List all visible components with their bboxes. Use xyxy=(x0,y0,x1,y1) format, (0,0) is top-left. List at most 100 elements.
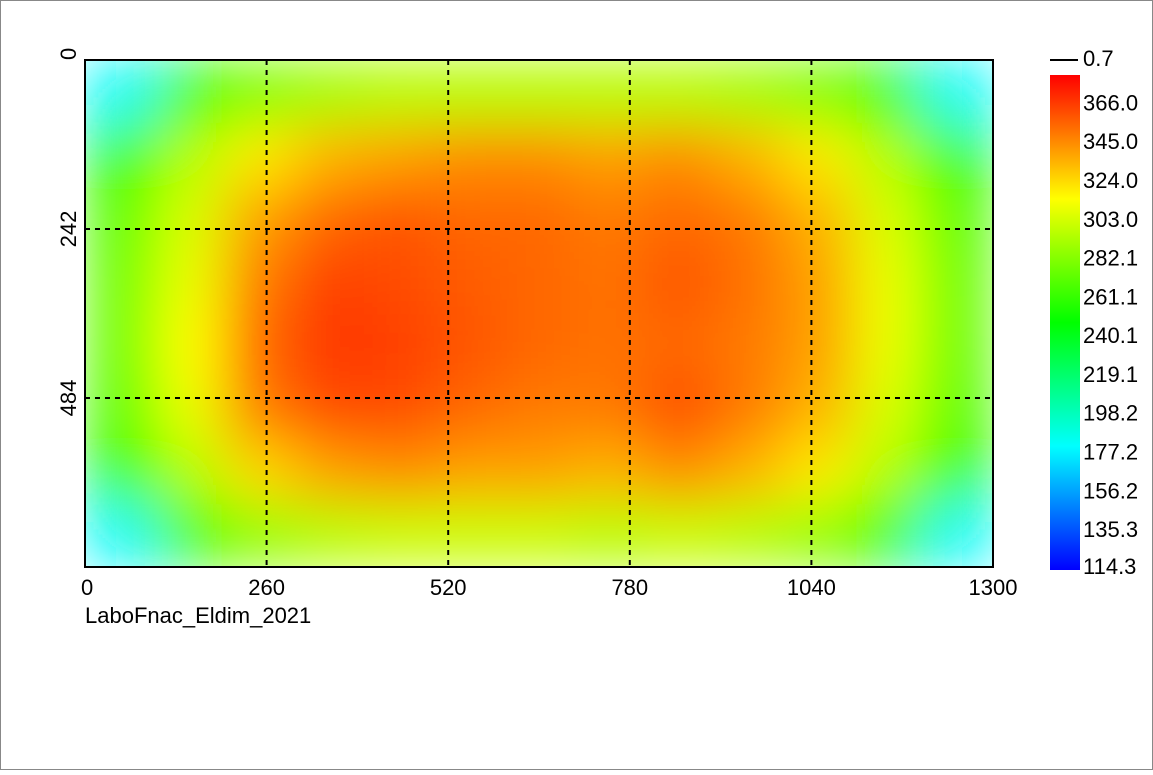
heat-cell xyxy=(643,123,715,188)
heat-cell xyxy=(85,376,156,441)
heat-cell xyxy=(573,250,645,314)
heat-cell xyxy=(294,60,365,124)
colorbar-label: 282.1 xyxy=(1083,246,1138,271)
heat-cell xyxy=(504,376,575,441)
heat-cell xyxy=(853,123,924,188)
heat-cell xyxy=(643,60,715,124)
heat-cell xyxy=(224,186,296,251)
heat-cell xyxy=(853,440,924,505)
heat-cell xyxy=(783,123,854,188)
colorbar-label: 240.1 xyxy=(1083,323,1138,348)
caption: LaboFnac_Eldim_2021 xyxy=(85,603,311,628)
heat-cell xyxy=(434,440,505,505)
heat-cell xyxy=(643,186,715,251)
heat-cell xyxy=(573,440,645,505)
colorbar-label: 198.2 xyxy=(1083,401,1138,426)
heat-cell xyxy=(85,186,156,251)
heat-cell xyxy=(783,60,854,124)
heat-cell xyxy=(364,313,435,378)
heat-cell xyxy=(783,376,854,441)
heat-cell xyxy=(364,440,435,505)
heat-cell xyxy=(783,503,854,567)
heat-cell xyxy=(713,440,784,505)
heat-cell xyxy=(853,250,924,314)
heat-cell xyxy=(504,123,575,188)
heat-cell xyxy=(713,376,784,441)
heat-cell xyxy=(923,250,993,314)
heat-cell xyxy=(154,250,226,314)
heat-cell xyxy=(294,123,365,188)
heat-cell xyxy=(294,313,365,378)
x-tick-label: 1040 xyxy=(787,575,836,600)
heat-cell xyxy=(85,123,156,188)
heat-cell xyxy=(923,376,993,441)
out-of-range-label: 0.7 xyxy=(1083,46,1114,71)
colorbar xyxy=(1050,75,1080,570)
x-tick-label: 260 xyxy=(248,575,285,600)
heat-cell xyxy=(853,376,924,441)
heat-cell xyxy=(434,186,505,251)
heat-cell xyxy=(154,503,226,567)
heat-cell xyxy=(643,376,715,441)
x-tick-label: 780 xyxy=(611,575,648,600)
heat-cell xyxy=(923,440,993,505)
heat-cell xyxy=(713,503,784,567)
heat-cell xyxy=(504,250,575,314)
heat-cell xyxy=(364,376,435,441)
y-tick-label: 242 xyxy=(56,211,81,248)
heat-cell xyxy=(85,60,156,124)
heat-cell xyxy=(713,313,784,378)
heat-cell xyxy=(713,123,784,188)
heat-cell xyxy=(364,503,435,567)
colorbar-label: 366.0 xyxy=(1083,90,1138,115)
heat-cell xyxy=(434,313,505,378)
heat-cell xyxy=(923,186,993,251)
heat-cell xyxy=(224,440,296,505)
heat-cell xyxy=(573,313,645,378)
heat-cell xyxy=(434,503,505,567)
heat-cell xyxy=(923,60,993,124)
heat-cell xyxy=(85,250,156,314)
heat-cell xyxy=(364,186,435,251)
y-tick-label: 484 xyxy=(56,380,81,417)
heatmap xyxy=(85,60,993,567)
heat-cell xyxy=(643,503,715,567)
heat-cell xyxy=(643,250,715,314)
colorbar-label: 156.2 xyxy=(1083,478,1138,503)
colorbar-label: 114.3 xyxy=(1083,554,1136,579)
x-tick-label: 0 xyxy=(81,575,93,600)
x-tick-label: 520 xyxy=(430,575,467,600)
colorbar-label: 324.0 xyxy=(1083,168,1138,193)
heat-cell xyxy=(434,376,505,441)
heat-cell xyxy=(923,313,993,378)
heat-cell xyxy=(434,123,505,188)
colorbar-label: 219.1 xyxy=(1083,362,1138,387)
heat-cell xyxy=(853,503,924,567)
heat-cell xyxy=(853,60,924,124)
heat-cell xyxy=(224,503,296,567)
heat-cell xyxy=(224,313,296,378)
heat-cell xyxy=(364,123,435,188)
heat-cell xyxy=(853,186,924,251)
heat-cell xyxy=(643,313,715,378)
heat-cell xyxy=(434,60,505,124)
heat-cell xyxy=(923,123,993,188)
colorbar-label: 345.0 xyxy=(1083,129,1138,154)
heat-cell xyxy=(783,440,854,505)
heat-cell xyxy=(504,313,575,378)
heat-cell xyxy=(504,503,575,567)
heat-cell xyxy=(713,186,784,251)
heat-cell xyxy=(643,440,715,505)
heat-cell xyxy=(294,186,365,251)
heat-cell xyxy=(154,440,226,505)
heat-cell xyxy=(294,503,365,567)
heat-cell xyxy=(573,186,645,251)
heat-cell xyxy=(504,186,575,251)
heat-cell xyxy=(853,313,924,378)
colorbar-label: 135.3 xyxy=(1083,517,1138,542)
heat-cell xyxy=(294,440,365,505)
heat-cell xyxy=(573,123,645,188)
heat-cell xyxy=(783,186,854,251)
heat-cell xyxy=(154,123,226,188)
